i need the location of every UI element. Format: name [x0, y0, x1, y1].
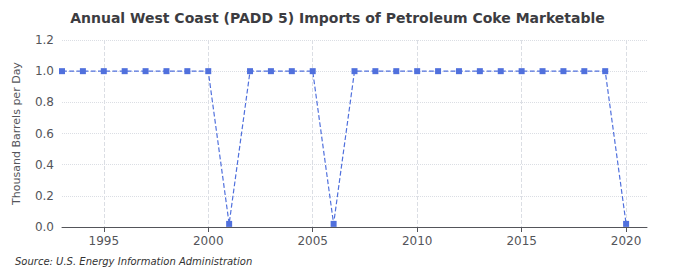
svg-text:2005: 2005	[297, 234, 328, 248]
svg-text:0.6: 0.6	[35, 127, 54, 141]
svg-text:0.2: 0.2	[35, 189, 54, 203]
svg-text:2010: 2010	[402, 234, 433, 248]
svg-text:0.4: 0.4	[35, 158, 54, 172]
svg-text:1.2: 1.2	[35, 33, 54, 47]
svg-text:1.0: 1.0	[35, 64, 54, 78]
svg-text:0.0: 0.0	[35, 220, 54, 234]
svg-text:Source: U.S. Energy Informatio: Source: U.S. Energy Information Administ…	[15, 256, 252, 267]
svg-text:0.8: 0.8	[35, 95, 54, 109]
svg-text:Thousand Barrels per Day: Thousand Barrels per Day	[10, 62, 23, 206]
svg-text:Annual West Coast (PADD 5) Imp: Annual West Coast (PADD 5) Imports of Pe…	[70, 10, 605, 26]
svg-text:2000: 2000	[193, 234, 224, 248]
svg-text:2015: 2015	[506, 234, 537, 248]
svg-text:1995: 1995	[89, 234, 120, 248]
svg-text:2020: 2020	[611, 234, 642, 248]
